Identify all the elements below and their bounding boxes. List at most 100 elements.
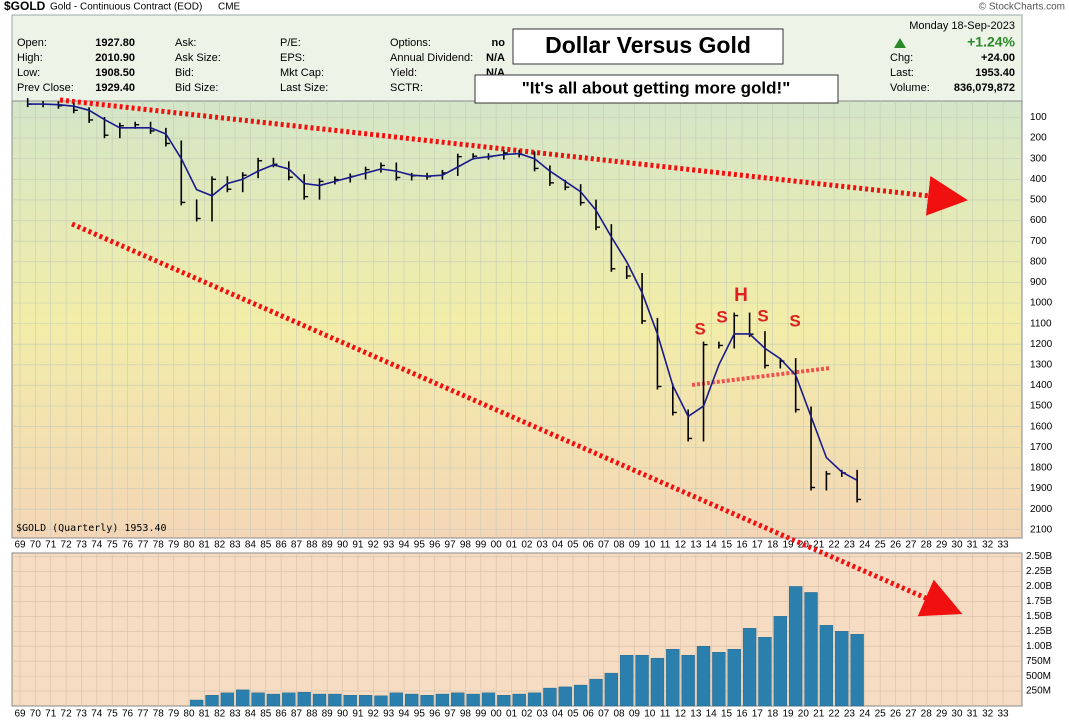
x-tick-label: 12 — [675, 709, 687, 720]
volume-bar — [589, 678, 603, 707]
subtitle: "It's all about getting more gold!" — [522, 78, 791, 97]
y-tick-label: 1000 — [1030, 298, 1053, 309]
x-tick-label: 29 — [936, 709, 948, 720]
x-tick-label: 33 — [997, 709, 1009, 720]
x-tick-label: 07 — [598, 540, 610, 551]
x-tick-label: 73 — [76, 540, 88, 551]
field-value: no — [492, 37, 506, 49]
chart-title: Dollar Versus Gold — [545, 32, 751, 58]
x-tick-label: 03 — [537, 540, 549, 551]
neckline — [691, 366, 831, 387]
price-bar — [579, 184, 585, 206]
x-tick-label: 90 — [337, 540, 349, 551]
field-label: EPS: — [280, 52, 305, 64]
y-tick-label: 1.00B — [1026, 641, 1052, 652]
x-tick-label: 86 — [276, 540, 288, 551]
x-tick-label: 28 — [921, 709, 933, 720]
x-tick-label: 24 — [859, 709, 871, 720]
title-box — [512, 28, 784, 65]
volume-bar — [435, 693, 450, 707]
field-label: Mkt Cap: — [280, 67, 324, 79]
price-bar — [165, 127, 170, 147]
field-label: High: — [17, 52, 43, 64]
price-bar — [549, 165, 554, 186]
volume-bar — [666, 649, 680, 707]
x-tick-label: 30 — [951, 709, 963, 720]
x-tick-label: 03 — [537, 709, 549, 720]
volume-bar — [758, 637, 772, 707]
x-tick-label: 30 — [951, 540, 963, 551]
volume-bar — [312, 693, 327, 707]
x-tick-label: 14 — [706, 709, 718, 720]
volume-bar — [681, 654, 695, 707]
field-label: Bid Size: — [175, 82, 218, 94]
x-tick-label: 01 — [506, 709, 518, 720]
x-tick-label: 98 — [460, 540, 472, 551]
x-tick-label: 25 — [875, 709, 887, 720]
x-tick-label: 92 — [368, 709, 380, 720]
x-tick-label: 96 — [429, 709, 441, 720]
field-value: 2010.90 — [95, 52, 135, 64]
x-tick-label: 31 — [967, 709, 979, 720]
price-bar — [825, 470, 831, 491]
y-tick-label: 1500 — [1030, 401, 1053, 412]
x-tick-label: 16 — [736, 709, 748, 720]
x-tick-label: 94 — [398, 709, 410, 720]
y-tick-label: 1.25B — [1026, 626, 1052, 637]
x-tick-label: 10 — [644, 709, 656, 720]
price-bar — [856, 469, 862, 503]
x-tick-label: 18 — [767, 540, 779, 551]
x-tick-label: 27 — [905, 709, 917, 720]
volume-bar — [497, 695, 511, 707]
field-label: Bid: — [175, 67, 194, 79]
price-bar — [810, 406, 816, 491]
x-tick-label: 85 — [260, 540, 272, 551]
volume-bar — [451, 692, 465, 707]
field-label: Ask: — [175, 37, 196, 49]
volume-bar — [358, 695, 373, 707]
x-tick-label: 80 — [183, 709, 195, 720]
x-tick-label: 76 — [122, 540, 134, 551]
volume-bar — [343, 695, 357, 707]
x-tick-label: 13 — [690, 540, 702, 551]
x-tick-label: 31 — [967, 540, 979, 551]
x-tick-label: 21 — [813, 540, 825, 551]
price-bar — [718, 341, 723, 349]
volume-bar — [558, 686, 572, 707]
x-tick-label: 08 — [613, 540, 625, 551]
price-bar — [794, 358, 800, 413]
field-value: 1927.80 — [95, 37, 135, 49]
x-tick-label: 21 — [813, 709, 825, 720]
y-tick-label: 200 — [1030, 133, 1047, 144]
field-label: Ask Size: — [175, 52, 221, 64]
x-tick-label: 85 — [260, 709, 272, 720]
field-value: +24.00 — [981, 52, 1015, 64]
x-tick-label: 33 — [997, 540, 1009, 551]
x-tick-label: 75 — [107, 709, 119, 720]
date: Monday 18-Sep-2023 — [909, 20, 1015, 32]
y-tick-label: 2100 — [1030, 524, 1053, 535]
x-tick-label: 19 — [782, 709, 794, 720]
volume-bar — [405, 693, 419, 707]
y-tick-label: 1400 — [1030, 380, 1053, 391]
x-tick-label: 00 — [491, 709, 503, 720]
volume-bar — [251, 692, 265, 707]
x-tick-label: 16 — [736, 540, 748, 551]
x-tick-label: 26 — [890, 709, 902, 720]
moving-average — [27, 103, 858, 482]
x-tick-label: 14 — [706, 540, 718, 551]
field-label: Last Size: — [280, 82, 328, 94]
x-tick-label: 01 — [506, 540, 518, 551]
y-tick-label: 300 — [1030, 153, 1047, 164]
volume-bar — [512, 693, 526, 707]
x-tick-label: 17 — [752, 540, 764, 551]
price-bar — [334, 176, 339, 185]
x-tick-label: 13 — [690, 709, 702, 720]
x-tick-label: 22 — [829, 540, 841, 551]
x-tick-label: 80 — [183, 540, 195, 551]
y-tick-label: 1100 — [1030, 318, 1052, 329]
price-bar — [595, 199, 600, 231]
x-tick-label: 70 — [30, 540, 42, 551]
subtitle-box — [474, 74, 839, 104]
y-tick-label: 800 — [1030, 256, 1047, 267]
